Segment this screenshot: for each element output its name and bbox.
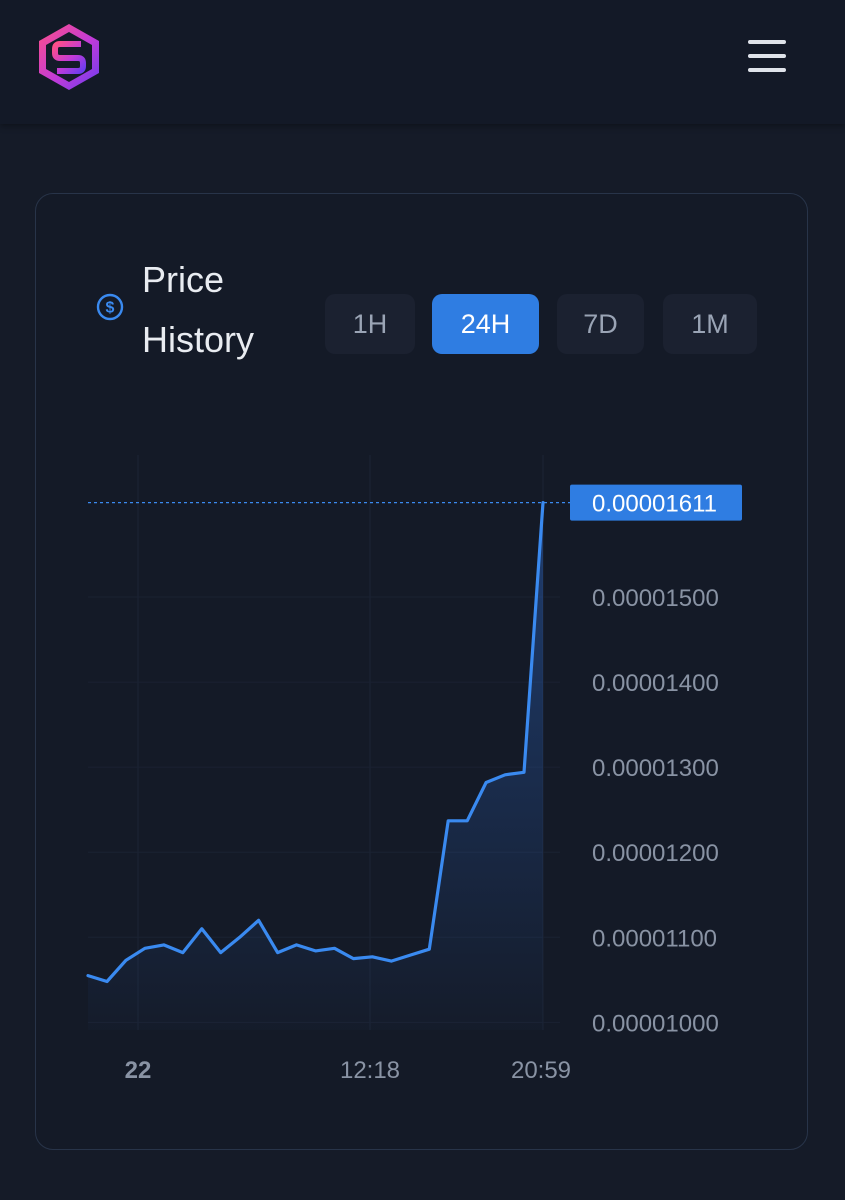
- x-tick-label: 12:18: [340, 1057, 400, 1084]
- timeframe-button-1m[interactable]: 1M: [663, 294, 757, 354]
- app-header: [0, 0, 845, 124]
- timeframe-button-7d[interactable]: 7D: [557, 294, 644, 354]
- data-point: [352, 957, 355, 960]
- y-tick-label: 0.00001200: [592, 840, 719, 867]
- card-title: Price History: [142, 259, 255, 360]
- data-point: [219, 951, 222, 954]
- data-point: [105, 980, 108, 983]
- y-tick-label: 0.00001400: [592, 670, 719, 697]
- y-tick-label: 0.00001100: [592, 925, 717, 952]
- data-point: [390, 960, 393, 963]
- data-point: [428, 948, 431, 951]
- x-tick-label: 20:59: [511, 1057, 571, 1084]
- hexagon-s-logo-icon[interactable]: [36, 22, 102, 92]
- data-point: [504, 773, 507, 776]
- price-area-fill: [88, 502, 543, 1031]
- svg-text:$: $: [106, 300, 115, 317]
- data-point: [485, 781, 488, 784]
- data-point: [371, 955, 374, 958]
- data-point: [409, 954, 412, 957]
- x-tick-label: 22: [125, 1057, 152, 1084]
- data-point: [314, 949, 317, 952]
- data-point: [200, 927, 203, 930]
- y-tick-label: 0.00001500: [592, 585, 719, 612]
- data-point: [333, 947, 336, 950]
- y-tick-label: 0.00001000: [592, 1010, 719, 1037]
- last-price-label: 0.00001611: [592, 491, 717, 518]
- data-point: [181, 951, 184, 954]
- data-point: [447, 819, 450, 822]
- last-price-label-box: [570, 484, 742, 521]
- data-point: [257, 919, 260, 922]
- timeframe-button-24h[interactable]: 24H: [432, 294, 539, 354]
- timeframe-button-1h[interactable]: 1H: [325, 294, 415, 354]
- data-point: [466, 819, 469, 822]
- dollar-circle-icon: $: [96, 293, 124, 321]
- hamburger-menu-icon[interactable]: [743, 36, 791, 76]
- data-point: [238, 936, 241, 939]
- data-point: [276, 951, 279, 954]
- data-point: [86, 974, 89, 977]
- data-point: [162, 943, 165, 946]
- data-point: [143, 947, 146, 950]
- price-series-line: [86, 501, 545, 984]
- data-point: [124, 959, 127, 962]
- data-point: [522, 771, 525, 774]
- data-point: [295, 943, 298, 946]
- y-tick-label: 0.00001300: [592, 755, 719, 782]
